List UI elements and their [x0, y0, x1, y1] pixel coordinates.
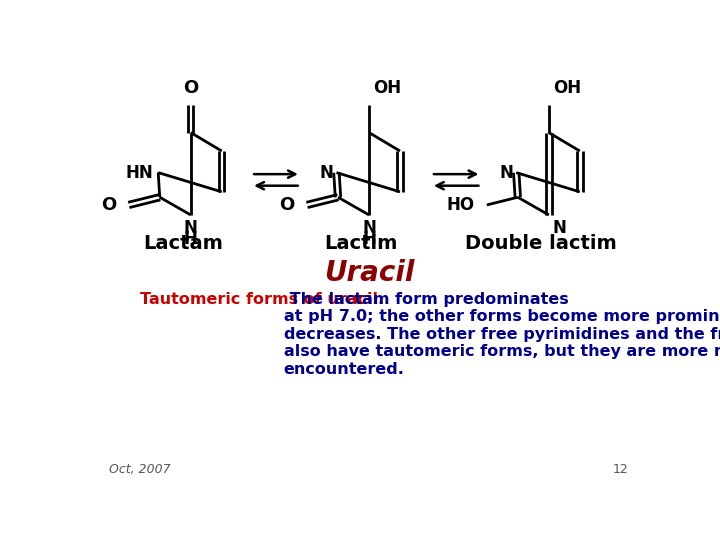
Text: N: N	[362, 219, 376, 237]
Text: N: N	[553, 219, 567, 237]
Text: N: N	[184, 219, 198, 237]
Text: N: N	[499, 164, 513, 181]
Text: Uracil: Uracil	[324, 259, 414, 287]
Text: O: O	[101, 196, 117, 214]
Text: H: H	[184, 230, 198, 247]
Text: OH: OH	[553, 79, 581, 97]
Text: H: H	[362, 230, 376, 247]
Text: N: N	[320, 164, 333, 181]
Text: Oct, 2007: Oct, 2007	[109, 463, 171, 476]
Text: OH: OH	[373, 79, 401, 97]
Text: Lactim: Lactim	[325, 234, 398, 253]
Text: 12: 12	[613, 463, 629, 476]
Text: Double lactim: Double lactim	[465, 234, 617, 253]
Text: HO: HO	[446, 196, 474, 214]
Text: O: O	[183, 79, 199, 97]
Text: Tautomeric forms of uracil.: Tautomeric forms of uracil.	[140, 292, 384, 307]
Text: The lactam form predominates
at pH 7.0; the other forms become more prominent as: The lactam form predominates at pH 7.0; …	[284, 292, 720, 376]
Text: O: O	[279, 196, 294, 214]
Text: Lactam: Lactam	[143, 234, 223, 253]
Text: HN: HN	[126, 164, 153, 181]
